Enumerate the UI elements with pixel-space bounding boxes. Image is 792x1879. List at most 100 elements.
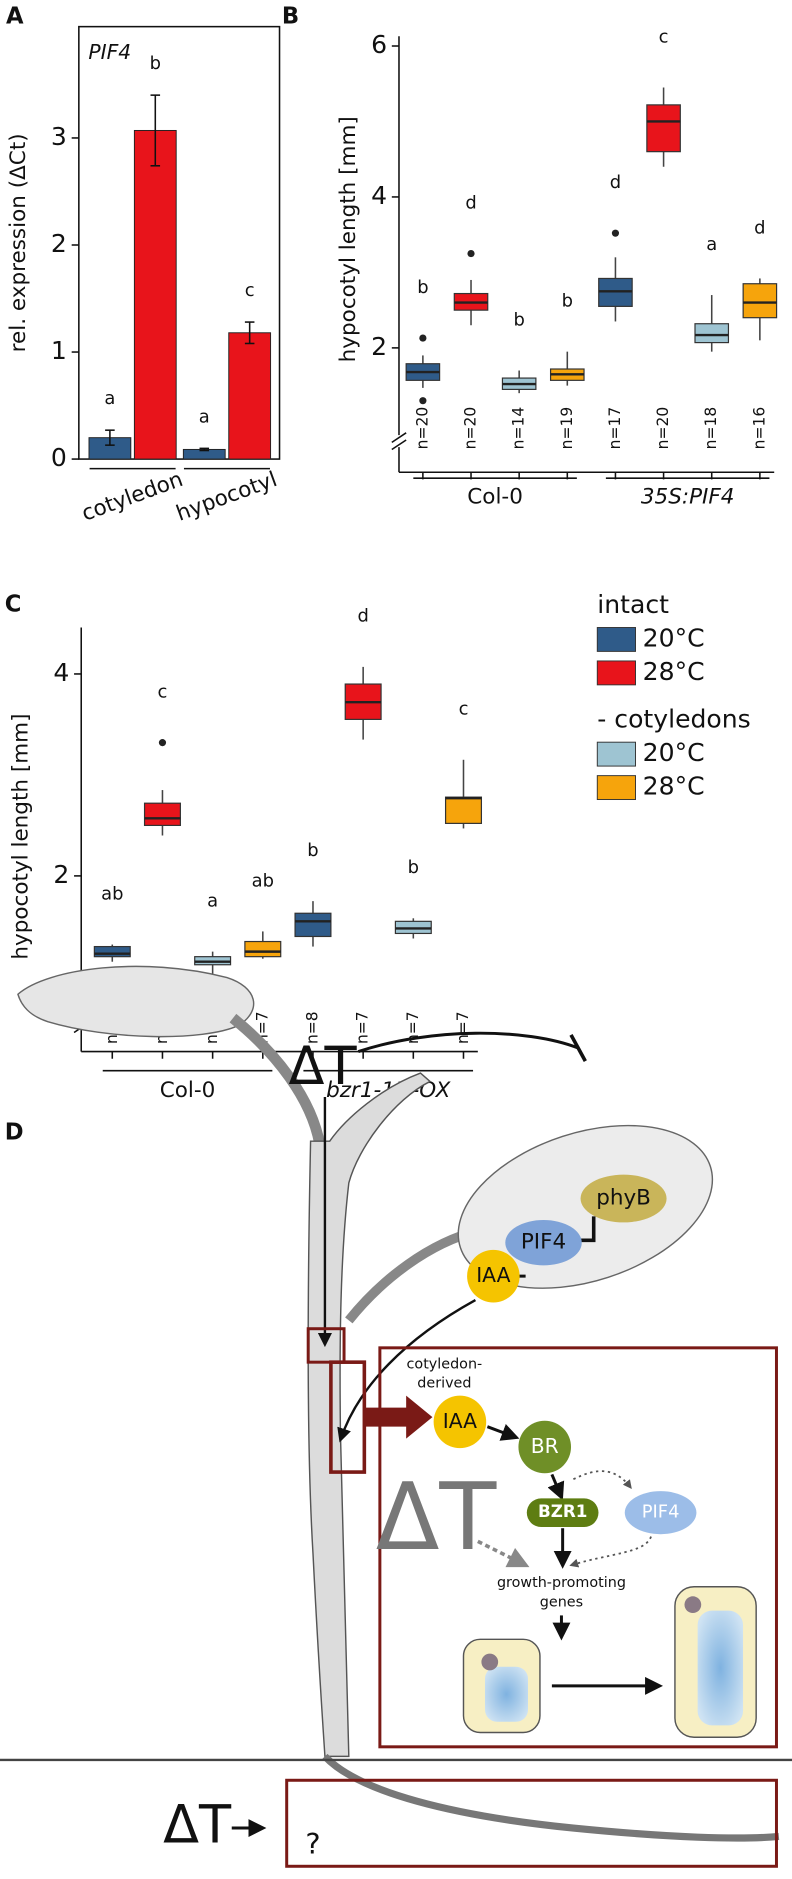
arrow [547, 1473, 565, 1501]
group-label: 35S:PIF4 [641, 484, 735, 509]
panel-label: B [282, 4, 299, 30]
sig-letter: b [562, 290, 573, 311]
sig-letter: b [307, 840, 318, 861]
n-label: n=17 [606, 407, 624, 450]
bar [133, 129, 177, 460]
y-tick-label: 3 [51, 122, 67, 151]
bzr1-label: BZR1 [538, 1501, 587, 1521]
sig-letter: b [513, 309, 524, 330]
vacuole [484, 1666, 528, 1722]
root [322, 1753, 780, 1842]
legend-label: 28°C [643, 657, 705, 686]
inhibition-bar [569, 1033, 587, 1062]
arrow [486, 1424, 520, 1441]
sig-letter: d [610, 172, 621, 193]
inset-label: derived [417, 1376, 471, 1392]
inset-label: cotyledon- [407, 1357, 483, 1373]
y-tick-label: 4 [371, 181, 387, 210]
n-label: n=20 [413, 407, 431, 450]
phyb-label: phyB [596, 1186, 651, 1211]
sig-letter: b [408, 857, 419, 878]
sig-letter: c [158, 681, 168, 702]
sig-letter: ab [101, 883, 123, 904]
dashed-arrow [477, 1539, 530, 1568]
plot-title: PIF4 [88, 40, 131, 64]
arrow [337, 1299, 477, 1443]
sig-letter: a [706, 234, 717, 255]
y-axis-label: hypocotyl length [mm] [336, 116, 361, 362]
sig-letter: d [357, 606, 368, 627]
box [694, 323, 730, 344]
box [444, 796, 483, 824]
iaa-label: IAA [443, 1409, 477, 1433]
box [742, 283, 778, 319]
genes-label: genes [540, 1594, 583, 1610]
n-label: n=14 [510, 407, 528, 450]
pif4-label: PIF4 [521, 1230, 566, 1255]
outlier [467, 249, 475, 258]
sig-letter: c [659, 26, 669, 47]
group-label: Col-0 [160, 1078, 216, 1103]
br-node [518, 1420, 572, 1474]
y-tick-label: 1 [51, 336, 67, 365]
n-label: n=18 [702, 407, 720, 450]
n-label: n=20 [654, 407, 672, 450]
genes-label: growth-promoting [497, 1575, 626, 1591]
pif4-label: PIF4 [642, 1502, 680, 1523]
nucleus [481, 1653, 499, 1671]
outlier [158, 739, 167, 747]
y-axis-label: rel. expression (ΔCt) [6, 133, 31, 352]
legend-swatch [596, 741, 636, 767]
legend-swatch [596, 775, 636, 801]
vacuole [697, 1610, 744, 1726]
box [244, 940, 282, 958]
delta-t: ΔT [289, 1036, 358, 1097]
legend-label: 20°C [643, 738, 705, 767]
x-tick-label: cotyledon [78, 467, 186, 527]
outlier [419, 397, 427, 405]
group-label: Col-0 [467, 484, 523, 509]
dotted-arrow [572, 1470, 632, 1490]
axis-break [391, 432, 407, 451]
pif4-node [505, 1220, 582, 1266]
y-tick-label: 4 [53, 658, 69, 687]
sig-letter: c [459, 699, 469, 720]
n-label: n=7 [454, 1011, 472, 1044]
y-tick-label: 6 [371, 30, 387, 59]
n-label: n=7 [404, 1011, 422, 1044]
box [143, 802, 181, 827]
legend-label: 20°C [643, 623, 705, 652]
legend-title: intact [597, 590, 669, 619]
box [646, 104, 681, 153]
nucleus [684, 1596, 702, 1614]
hypocotyl [307, 1072, 432, 1758]
inset-box [378, 1346, 778, 1749]
panel-label: C [5, 591, 22, 617]
right-petiole [345, 1226, 480, 1324]
n-label: n=8 [303, 1011, 321, 1044]
bzr1-node [526, 1498, 599, 1528]
sig-letter: a [104, 388, 115, 409]
box [93, 945, 131, 958]
legend-swatch [596, 627, 636, 652]
inhibition [357, 1031, 579, 1053]
br-label: BR [531, 1434, 559, 1458]
bar [228, 332, 272, 460]
panel-label: D [5, 1119, 24, 1145]
zoom-box [329, 1360, 367, 1474]
box [294, 912, 332, 938]
diagram: D ΔT phyB PIF4 IAA cotyledon- derived IA… [0, 965, 792, 1868]
y-axis-label: hypocotyl length [mm] [9, 713, 34, 959]
y-tick-label: 2 [371, 332, 387, 361]
legend-swatch [596, 660, 636, 686]
plot-frame [78, 25, 281, 460]
outlier [419, 334, 427, 342]
sig-letter: d [754, 217, 765, 238]
sig-letter: c [245, 280, 255, 301]
root-box [285, 1778, 778, 1868]
charts: A PIF4 rel. expression (ΔCt) 0 1 2 3 cotyledon a… [5, 4, 778, 1103]
sig-letter: a [199, 406, 210, 427]
legend-label: 28°C [643, 772, 705, 801]
